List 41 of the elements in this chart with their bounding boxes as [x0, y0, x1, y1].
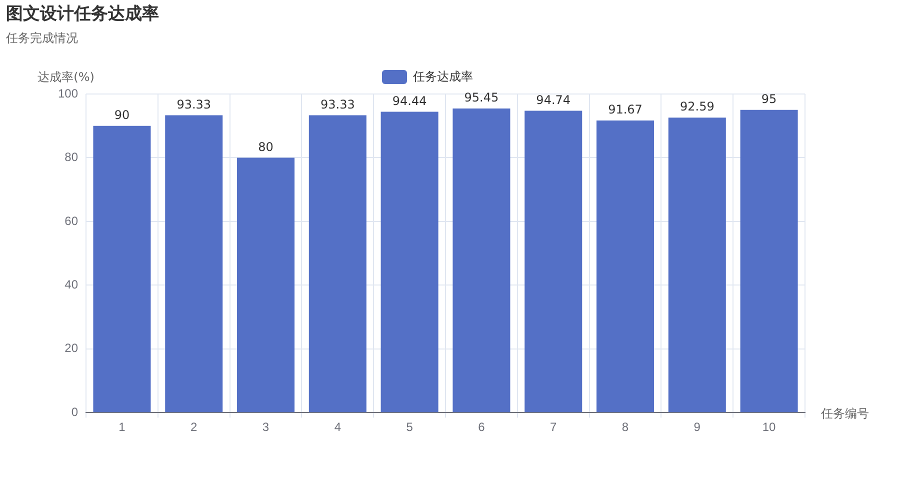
data-label: 95.45: [464, 90, 499, 105]
bar: [740, 110, 798, 412]
legend-label: 任务达成率: [412, 69, 473, 84]
data-label: 92.59: [680, 100, 714, 114]
data-label: 93.33: [176, 97, 212, 112]
x-tick-label: 6: [478, 420, 486, 434]
data-label: 94.74: [536, 92, 571, 107]
y-tick-label: 80: [64, 150, 78, 164]
bar: [93, 126, 151, 412]
bar: [165, 115, 223, 412]
x-tick-label: 4: [334, 420, 342, 434]
bar: [308, 115, 366, 412]
bar: [668, 118, 726, 412]
x-tick-label: 2: [190, 420, 198, 434]
x-tick-label: 10: [762, 420, 776, 434]
x-tick-label: 3: [262, 420, 270, 434]
chart-subtitle: 任务完成情况: [6, 30, 78, 47]
y-tick-label: 60: [64, 214, 78, 228]
bar: [524, 110, 582, 412]
x-tick-label: 9: [694, 420, 701, 434]
data-label: 80: [258, 140, 274, 154]
y-tick-label: 100: [58, 86, 78, 100]
data-label: 94.44: [392, 94, 427, 108]
x-tick-label: 8: [622, 420, 629, 434]
x-tick-label: 7: [550, 420, 558, 434]
x-axis-title: 任务编号: [820, 406, 869, 421]
y-axis-title: 达成率(%): [38, 70, 94, 84]
bar: [452, 108, 510, 412]
data-label: 91.67: [608, 102, 642, 117]
y-tick-label: 40: [64, 277, 78, 292]
x-tick-label: 5: [406, 420, 414, 434]
bar: [380, 112, 438, 412]
bar: [237, 158, 295, 412]
y-tick-label: 20: [64, 341, 78, 356]
data-label: 90: [114, 108, 130, 122]
bar: [596, 120, 654, 412]
chart-title: 图文设计任务达成率: [6, 3, 159, 25]
data-label: 93.33: [320, 97, 355, 112]
data-label: 95: [761, 92, 777, 106]
y-tick-label: 0: [71, 404, 78, 419]
x-tick-label: 1: [118, 420, 126, 434]
